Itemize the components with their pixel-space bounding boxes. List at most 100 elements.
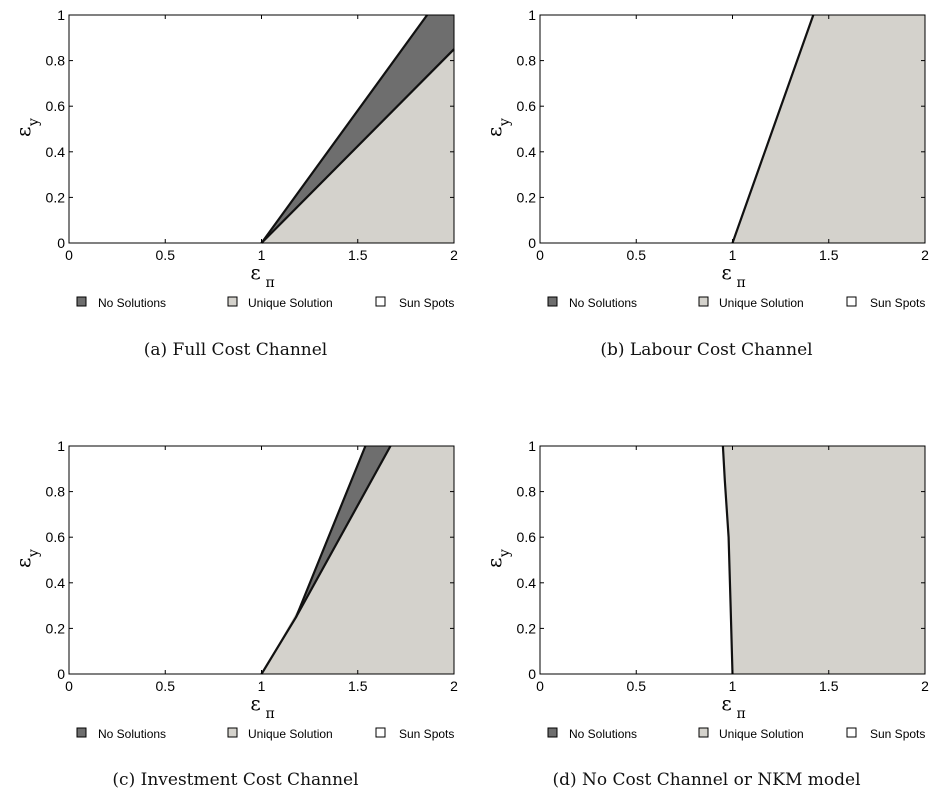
x-axis-label: ε xyxy=(250,260,260,284)
y-tick-label: 0 xyxy=(57,666,65,682)
y-axis-label: εy xyxy=(482,549,513,568)
legend-swatch-no-solutions xyxy=(547,296,558,307)
x-tick-label: 1 xyxy=(729,678,737,694)
x-axis-label: ε xyxy=(721,260,731,284)
boundary-line-0 xyxy=(731,14,815,244)
y-tick-label: 0.8 xyxy=(517,53,537,69)
legend-label-sun-spots: Sun Spots xyxy=(399,727,454,741)
x-axis-label-subscript: π xyxy=(266,275,275,291)
y-tick-label: 0.4 xyxy=(517,144,537,160)
caption-b: (b) Labour Cost Channel xyxy=(600,340,813,360)
legend-label-no-solutions: No Solutions xyxy=(98,296,166,310)
chart-panel-a: 0 0.5 1 1.5 2 0 0.2 0.4 0.6 0.8 1 ε π ε y No Solutions U… xyxy=(0,0,471,398)
legend-label-no-solutions: No Solutions xyxy=(98,727,166,741)
legend-swatch-sun-spots xyxy=(375,296,386,307)
chart-panel-b: 0 0.5 1 1.5 2 0 0.2 0.4 0.6 0.8 1 ε π ε y No Solutions U… xyxy=(471,0,942,398)
caption-d: (d) No Cost Channel or NKM model xyxy=(552,770,861,790)
boundary-line-1 xyxy=(260,48,455,244)
x-tick-label: 0 xyxy=(536,247,544,263)
y-tick-label: 0.8 xyxy=(46,53,66,69)
y-tick-label: 0 xyxy=(528,235,536,251)
y-axis-label-main: ε xyxy=(482,127,506,137)
y-axis-label-main: ε xyxy=(11,127,35,137)
y-axis-label-subscript: y xyxy=(497,118,513,127)
legend-swatch-sun-spots xyxy=(375,727,386,738)
y-axis-label: εy xyxy=(11,549,42,568)
y-tick-label: 0.2 xyxy=(46,620,66,636)
y-axis-label-subscript: y xyxy=(26,549,42,558)
y-tick-label: 1 xyxy=(57,7,65,23)
caption-c: (c) Investment Cost Channel xyxy=(112,770,359,790)
legend-swatch-unique-solution xyxy=(227,296,238,307)
legend-swatch-no-solutions xyxy=(547,727,558,738)
x-axis-label-subscript: π xyxy=(737,275,746,291)
legend-label-no-solutions: No Solutions xyxy=(569,727,637,741)
x-tick-label: 0.5 xyxy=(156,678,176,694)
legend-swatch-unique-solution xyxy=(698,296,709,307)
x-axis-label-subscript: π xyxy=(266,706,275,722)
y-tick-label: 0.6 xyxy=(517,529,537,545)
legend-swatch-unique-solution xyxy=(227,727,238,738)
legend-label-sun-spots: Sun Spots xyxy=(870,296,925,310)
legend-label-no-solutions: No Solutions xyxy=(569,296,637,310)
legend-label-sun-spots: Sun Spots xyxy=(399,296,454,310)
legend-swatch-unique-solution xyxy=(698,727,709,738)
x-tick-label: 1.5 xyxy=(819,247,839,263)
y-tick-label: 0.4 xyxy=(46,144,66,160)
y-tick-label: 1 xyxy=(528,438,536,454)
boundary-line-1 xyxy=(295,445,392,618)
legend-label-unique-solution: Unique Solution xyxy=(248,296,333,310)
boundary-line-0 xyxy=(721,445,734,675)
chart-panel-d: 0 0.5 1 1.5 2 0 0.2 0.4 0.6 0.8 1 ε π ε y No Solutions U… xyxy=(471,398,942,796)
x-tick-label: 1 xyxy=(258,678,266,694)
x-tick-label: 1 xyxy=(729,247,737,263)
y-tick-label: 0.2 xyxy=(517,620,537,636)
legend-label-unique-solution: Unique Solution xyxy=(719,296,804,310)
region-no-solutions-1 xyxy=(261,15,454,243)
x-tick-label: 2 xyxy=(450,247,458,263)
y-tick-label: 0.8 xyxy=(46,484,66,500)
x-tick-label: 1.5 xyxy=(819,678,839,694)
legend-swatch-sun-spots xyxy=(846,727,857,738)
x-tick-label: 0 xyxy=(65,247,73,263)
y-tick-label: 1 xyxy=(528,7,536,23)
y-tick-label: 0.6 xyxy=(46,98,66,114)
region-unique-solution-0 xyxy=(732,15,925,243)
y-tick-label: 0.8 xyxy=(517,484,537,500)
legend-swatch-no-solutions xyxy=(76,296,87,307)
x-tick-label: 0 xyxy=(65,678,73,694)
y-tick-label: 0.4 xyxy=(517,575,537,591)
x-tick-label: 2 xyxy=(921,678,929,694)
legend-label-unique-solution: Unique Solution xyxy=(248,727,333,741)
boundary-line-0 xyxy=(260,14,428,244)
x-tick-label: 0 xyxy=(536,678,544,694)
region-unique-solution-0 xyxy=(722,446,925,674)
x-tick-label: 1 xyxy=(258,247,266,263)
y-tick-label: 0.6 xyxy=(46,529,66,545)
legend-label-sun-spots: Sun Spots xyxy=(870,727,925,741)
y-tick-label: 1 xyxy=(57,438,65,454)
y-tick-label: 0.2 xyxy=(46,189,66,205)
y-axis-label-main: ε xyxy=(11,558,35,568)
y-axis-label-subscript: y xyxy=(26,118,42,127)
region-unique-solution-0 xyxy=(261,446,454,674)
y-axis-label-main: ε xyxy=(482,558,506,568)
x-tick-label: 1.5 xyxy=(348,247,368,263)
y-tick-label: 0.2 xyxy=(517,189,537,205)
x-tick-label: 2 xyxy=(450,678,458,694)
y-axis-label: εy xyxy=(11,118,42,137)
x-axis-label-subscript: π xyxy=(737,706,746,722)
caption-a: (a) Full Cost Channel xyxy=(143,340,328,360)
x-tick-label: 2 xyxy=(921,247,929,263)
y-tick-label: 0.6 xyxy=(517,98,537,114)
x-axis-label: ε xyxy=(721,691,731,715)
x-tick-label: 0.5 xyxy=(627,678,647,694)
x-tick-label: 0.5 xyxy=(156,247,176,263)
y-axis-label: εy xyxy=(482,118,513,137)
y-tick-label: 0 xyxy=(57,235,65,251)
x-axis-label: ε xyxy=(250,691,260,715)
